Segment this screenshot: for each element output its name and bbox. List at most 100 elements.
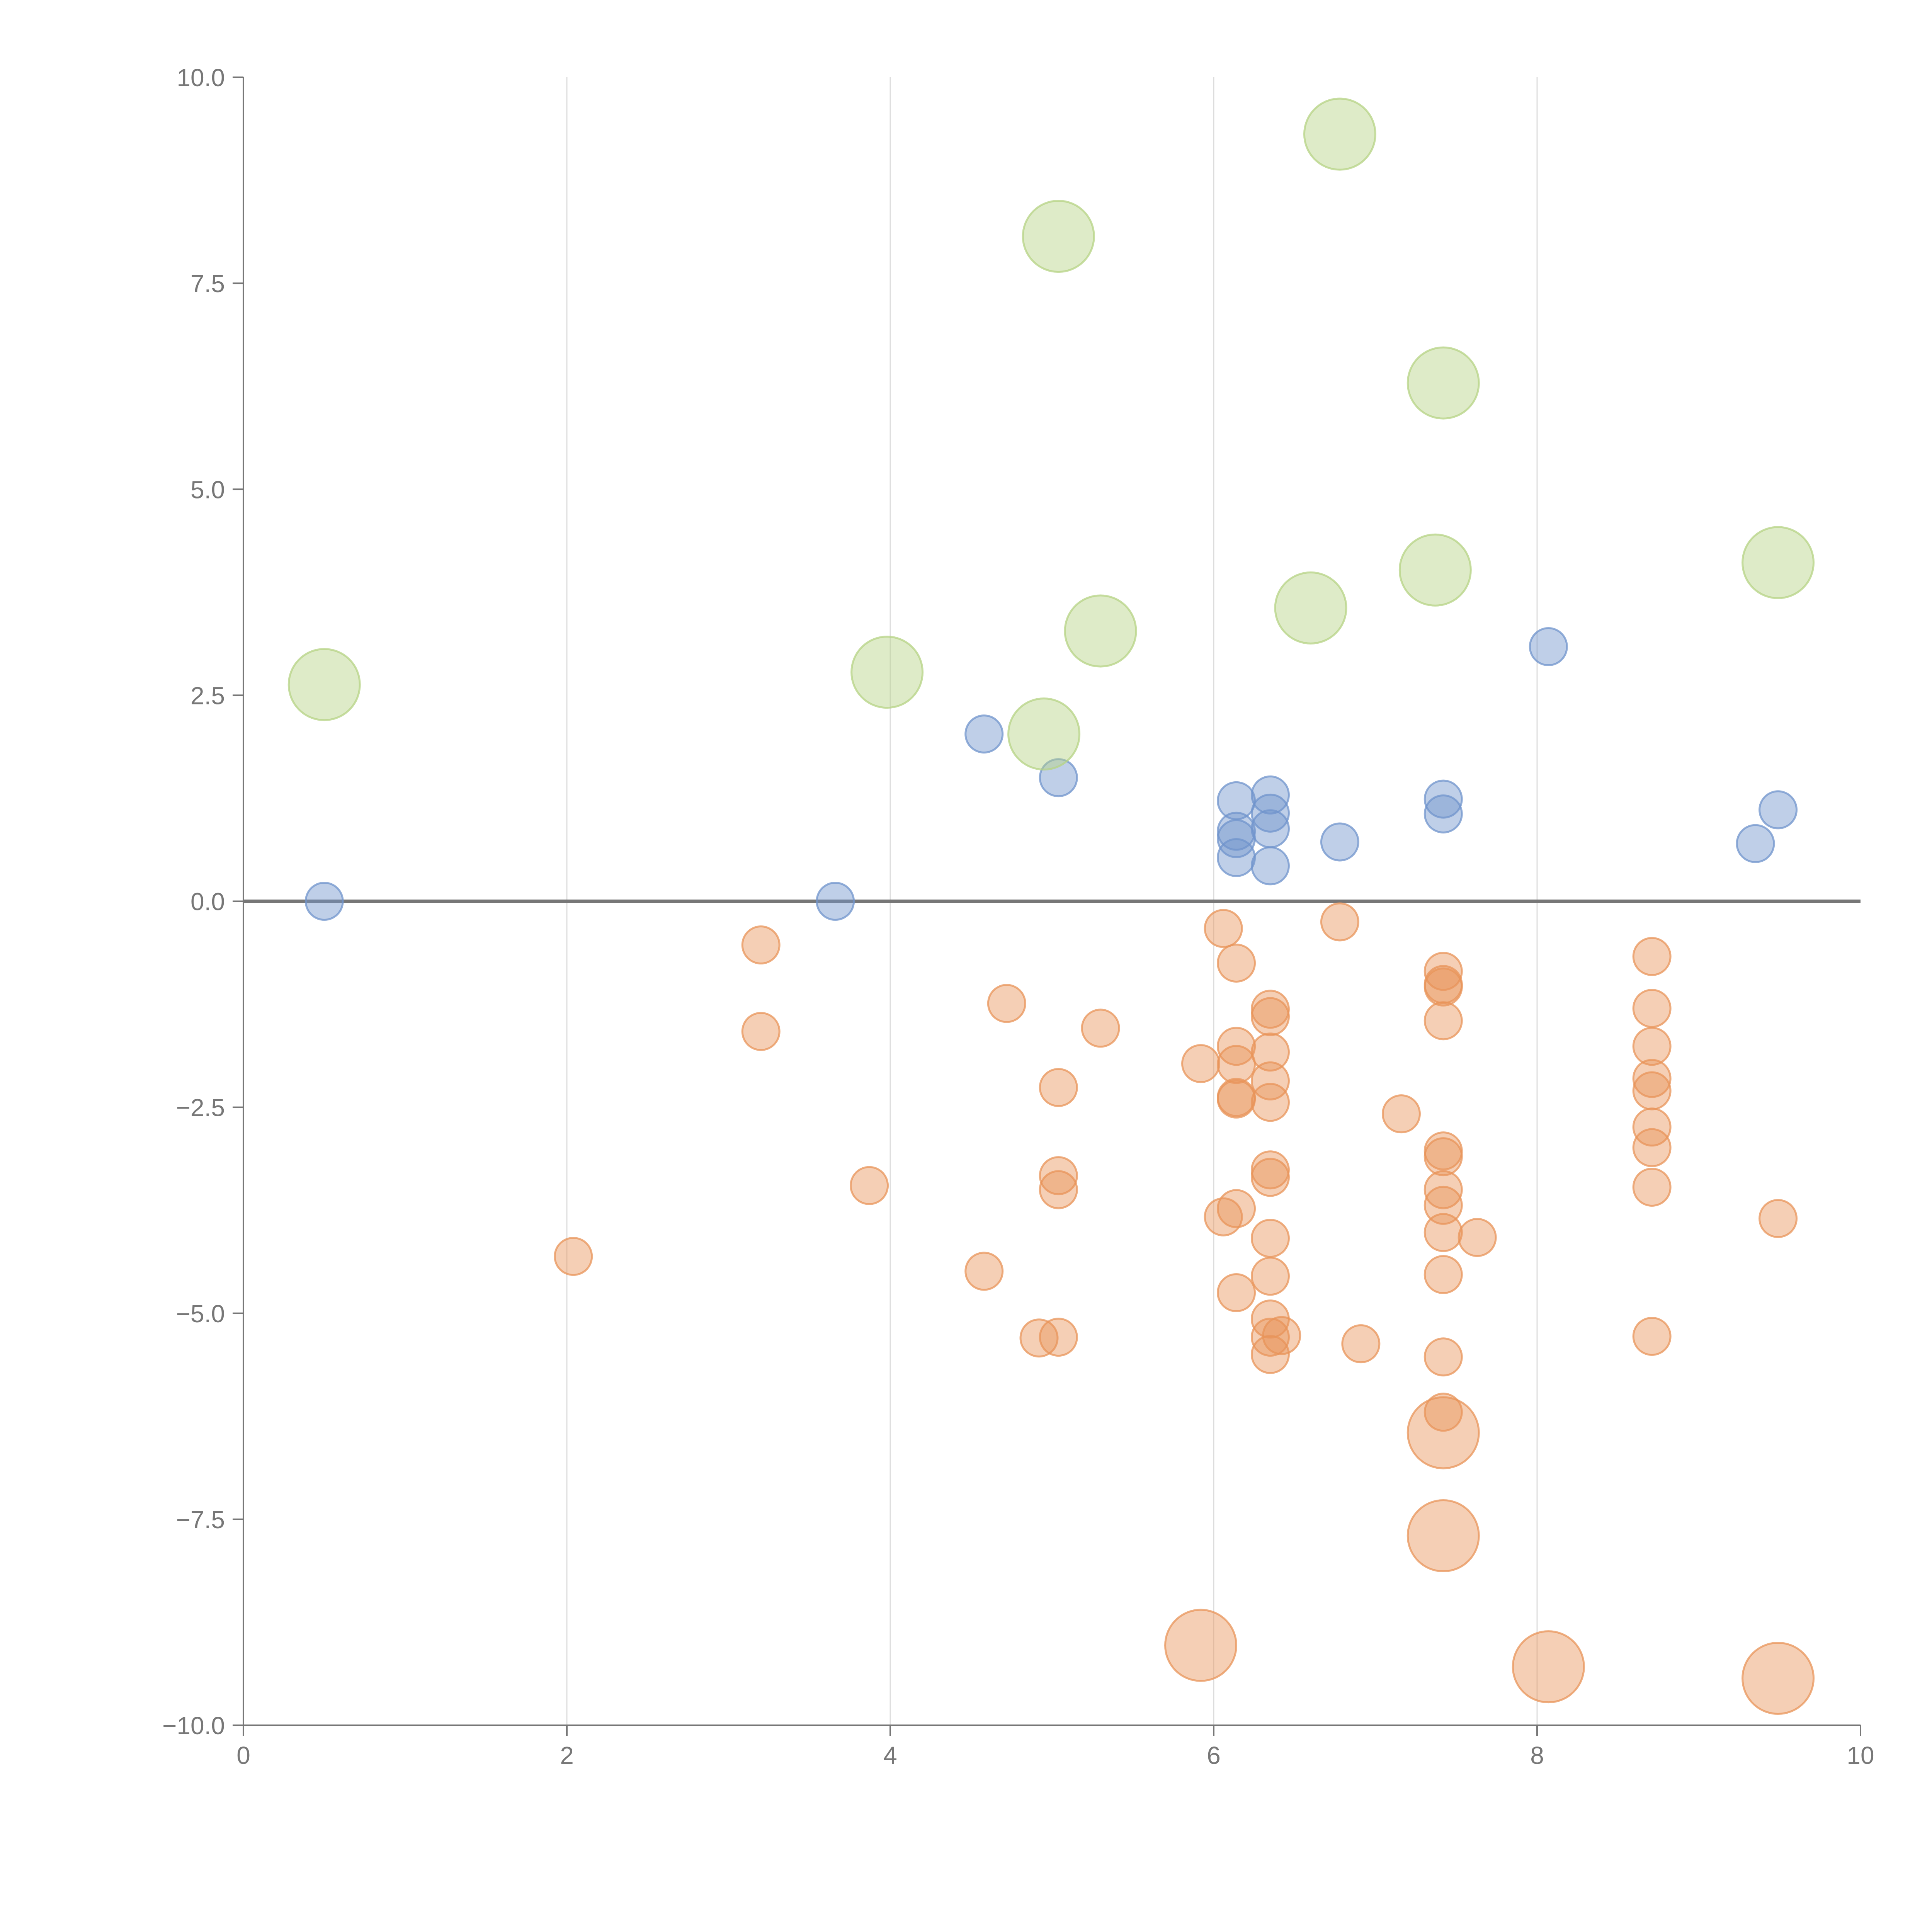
- data-point[interactable]: [1632, 1107, 1672, 1147]
- data-point[interactable]: [1320, 822, 1359, 862]
- series-negative-large: [1164, 1396, 1815, 1715]
- data-point[interactable]: [1423, 1185, 1463, 1225]
- data-point[interactable]: [1632, 1027, 1672, 1066]
- data-point[interactable]: [1423, 1170, 1463, 1209]
- data-point[interactable]: [1759, 790, 1798, 830]
- data-point[interactable]: [1423, 779, 1463, 819]
- data-point[interactable]: [1632, 1128, 1672, 1167]
- data-point[interactable]: [287, 648, 361, 721]
- data-point[interactable]: [1022, 200, 1095, 273]
- data-point[interactable]: [1181, 1044, 1221, 1083]
- data-point[interactable]: [1632, 989, 1672, 1028]
- data-point[interactable]: [1250, 997, 1290, 1036]
- data-point[interactable]: [1632, 1059, 1672, 1098]
- data-point[interactable]: [1423, 1255, 1463, 1294]
- series-negative-small: [554, 902, 1798, 1432]
- data-point[interactable]: [1341, 1324, 1381, 1364]
- data-point[interactable]: [1632, 1316, 1672, 1356]
- data-point[interactable]: [1250, 793, 1290, 833]
- data-point[interactable]: [1398, 533, 1472, 607]
- y-tick-label: −7.5: [176, 1506, 225, 1534]
- data-point[interactable]: [1274, 571, 1347, 645]
- data-point[interactable]: [964, 1252, 1004, 1291]
- data-point[interactable]: [1217, 1273, 1256, 1312]
- data-point[interactable]: [1632, 937, 1672, 976]
- data-point[interactable]: [1406, 1499, 1480, 1573]
- axis-layer: 0 2 4 6 8 10 10.0 7.5 5.0 2.5 0.0 −2.5 −5.0 −7.5 −10.0: [162, 64, 1874, 1769]
- data-point[interactable]: [1250, 1219, 1290, 1258]
- y-tick-label: −10.0: [162, 1712, 225, 1740]
- data-point[interactable]: [1423, 952, 1463, 991]
- data-point[interactable]: [1529, 627, 1568, 667]
- data-point[interactable]: [964, 714, 1004, 754]
- y-tick-label: 7.5: [190, 270, 225, 298]
- y-tick-label: −5.0: [176, 1300, 225, 1328]
- data-point[interactable]: [1217, 838, 1256, 877]
- y-tick-label: −2.5: [176, 1094, 225, 1122]
- data-point[interactable]: [1423, 1337, 1463, 1377]
- data-point[interactable]: [1250, 1061, 1290, 1100]
- data-point[interactable]: [1406, 1396, 1480, 1469]
- data-point[interactable]: [1423, 1001, 1463, 1041]
- data-point[interactable]: [1458, 1218, 1497, 1257]
- x-tick-label: 0: [236, 1742, 250, 1769]
- data-point[interactable]: [1250, 809, 1290, 849]
- data-point[interactable]: [1320, 902, 1359, 942]
- data-point[interactable]: [554, 1237, 593, 1276]
- series-positive-small: [304, 627, 1798, 921]
- series-positive-large: [287, 97, 1815, 771]
- data-point[interactable]: [304, 882, 344, 921]
- data-point[interactable]: [1423, 1213, 1463, 1252]
- data-point[interactable]: [741, 1012, 781, 1051]
- data-point[interactable]: [816, 882, 855, 921]
- data-point[interactable]: [1262, 1316, 1301, 1355]
- data-point[interactable]: [1381, 1094, 1421, 1134]
- data-point[interactable]: [1423, 1137, 1463, 1177]
- data-point[interactable]: [1742, 526, 1815, 599]
- y-tick-label: 2.5: [190, 682, 225, 709]
- y-tick-label: 10.0: [177, 64, 225, 92]
- data-point[interactable]: [1250, 1335, 1290, 1374]
- data-point[interactable]: [741, 925, 781, 965]
- data-point[interactable]: [1007, 697, 1081, 771]
- x-tick-label: 6: [1207, 1742, 1221, 1769]
- data-point[interactable]: [1217, 1079, 1256, 1119]
- y-tick-label: 5.0: [190, 476, 225, 503]
- data-point[interactable]: [1423, 794, 1463, 833]
- data-point[interactable]: [1250, 846, 1290, 886]
- data-point[interactable]: [1039, 1170, 1078, 1209]
- data-point[interactable]: [1039, 1068, 1078, 1107]
- data-point[interactable]: [1423, 967, 1463, 1007]
- data-point[interactable]: [1217, 943, 1256, 983]
- data-point[interactable]: [1081, 1009, 1120, 1048]
- x-tick-label: 8: [1530, 1742, 1544, 1769]
- data-point[interactable]: [1742, 1641, 1815, 1715]
- data-point[interactable]: [1039, 1318, 1078, 1357]
- data-point[interactable]: [1632, 1167, 1672, 1207]
- data-point[interactable]: [1250, 1158, 1290, 1197]
- data-point[interactable]: [850, 636, 924, 709]
- points-layer: [287, 97, 1815, 1715]
- data-point[interactable]: [1406, 346, 1480, 420]
- data-point[interactable]: [1632, 1071, 1672, 1111]
- data-point[interactable]: [1250, 1032, 1290, 1072]
- data-point[interactable]: [1250, 1257, 1290, 1296]
- x-tick-label: 10: [1847, 1742, 1874, 1769]
- data-point[interactable]: [1064, 594, 1137, 668]
- data-point[interactable]: [1423, 1393, 1463, 1432]
- data-point[interactable]: [1250, 1318, 1290, 1357]
- data-point[interactable]: [1250, 1083, 1290, 1122]
- data-point[interactable]: [850, 1166, 889, 1205]
- data-point[interactable]: [1204, 909, 1243, 948]
- data-point[interactable]: [1039, 1156, 1078, 1196]
- data-point[interactable]: [1736, 824, 1775, 863]
- data-point[interactable]: [987, 984, 1026, 1023]
- data-point[interactable]: [1217, 1045, 1256, 1084]
- data-point[interactable]: [1217, 1189, 1256, 1228]
- data-point[interactable]: [1512, 1630, 1585, 1704]
- data-point[interactable]: [1759, 1199, 1798, 1238]
- data-point[interactable]: [1164, 1609, 1238, 1682]
- data-point[interactable]: [1303, 97, 1376, 171]
